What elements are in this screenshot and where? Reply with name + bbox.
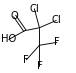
Text: O: O (11, 11, 19, 21)
Text: F: F (54, 37, 60, 47)
Text: F: F (23, 55, 29, 65)
Text: Cl: Cl (29, 4, 39, 14)
Text: Cl: Cl (51, 15, 61, 25)
Text: HO: HO (1, 34, 16, 44)
Text: F: F (37, 61, 42, 71)
